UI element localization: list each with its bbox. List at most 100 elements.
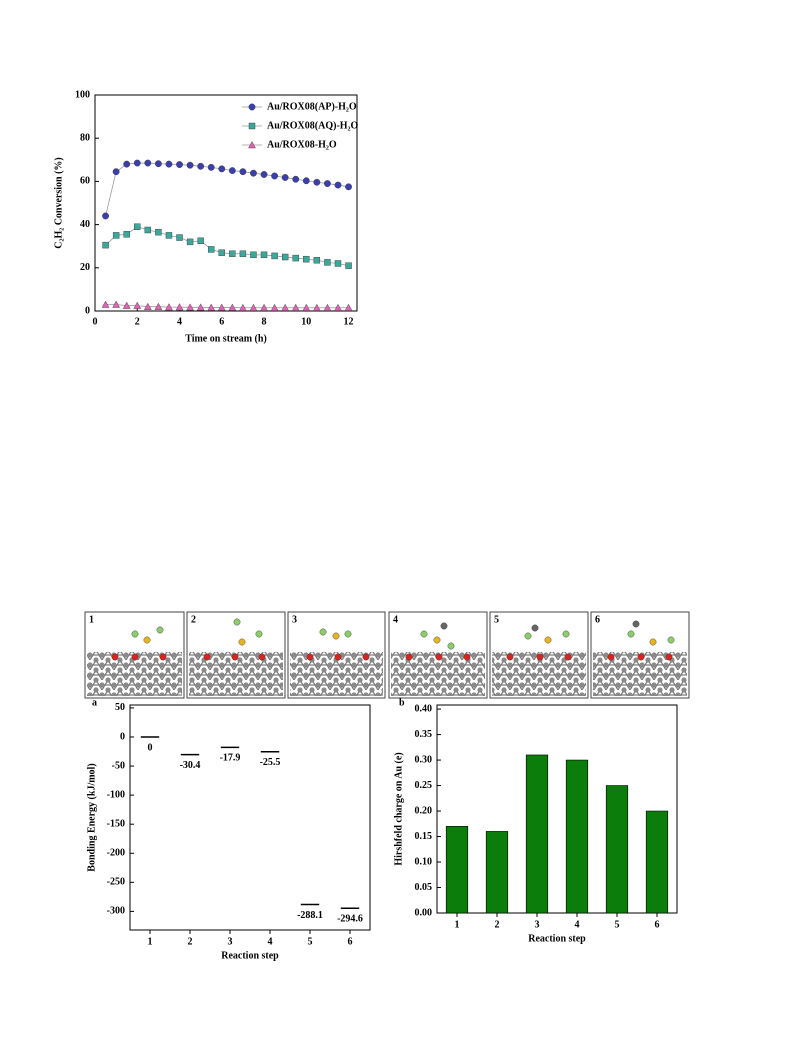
y-tick-label: 0.25 bbox=[415, 780, 433, 791]
atom bbox=[405, 653, 413, 661]
data-point bbox=[302, 177, 310, 185]
data-point bbox=[345, 262, 352, 269]
data-point bbox=[175, 303, 184, 311]
plot-frame bbox=[129, 704, 371, 931]
data-point bbox=[260, 303, 268, 311]
value-label: -17.9 bbox=[220, 753, 241, 764]
x-axis-title: Reaction step bbox=[528, 933, 586, 944]
atom bbox=[440, 622, 448, 630]
data-point bbox=[122, 301, 131, 309]
x-tick-label: 6 bbox=[348, 936, 353, 947]
value-label: -288.1 bbox=[297, 910, 323, 921]
x-tick-label: 6 bbox=[655, 919, 660, 930]
y-axis-title: C₂H₂ Conversion (%) bbox=[53, 157, 64, 249]
data-point bbox=[291, 303, 300, 311]
y-tick-label: 0.05 bbox=[415, 882, 433, 893]
y-tick-label: -150 bbox=[107, 818, 125, 829]
data-point bbox=[112, 168, 120, 176]
data-point bbox=[229, 250, 236, 257]
atom bbox=[637, 653, 645, 661]
data-point bbox=[271, 172, 278, 180]
data-point bbox=[292, 175, 300, 183]
x-tick-label: 10 bbox=[301, 316, 311, 327]
atom bbox=[231, 653, 239, 661]
legend-marker bbox=[248, 122, 256, 130]
data-point bbox=[133, 301, 142, 309]
y-tick-label: 0.00 bbox=[415, 907, 433, 918]
atom bbox=[319, 628, 327, 636]
y-tick-label: 0.30 bbox=[415, 754, 433, 765]
data-point bbox=[345, 183, 352, 191]
atom bbox=[306, 653, 314, 661]
structure-frame bbox=[186, 611, 286, 699]
y-tick-label: 0.20 bbox=[415, 805, 433, 816]
atom bbox=[649, 638, 657, 646]
x-tick-label: 5 bbox=[615, 919, 620, 930]
structure-panels: 1 2 3 4 5 6 bbox=[84, 611, 690, 699]
atom bbox=[433, 636, 441, 644]
data-point bbox=[208, 246, 215, 253]
data-point bbox=[207, 303, 216, 311]
atom bbox=[627, 630, 635, 638]
value-label: 0 bbox=[148, 742, 153, 753]
y-axis-title: Hirshfeld charge on Au (e) bbox=[393, 752, 404, 865]
atom bbox=[332, 632, 340, 640]
x-tick-label: 0 bbox=[93, 316, 98, 327]
atom bbox=[362, 653, 370, 661]
atom bbox=[233, 618, 241, 626]
series-line bbox=[105, 304, 349, 309]
panel-label: a bbox=[92, 697, 97, 708]
structure-label: 6 bbox=[595, 614, 600, 625]
atom bbox=[156, 626, 164, 634]
value-label: -30.4 bbox=[180, 760, 201, 771]
y-tick-label: -100 bbox=[107, 789, 125, 800]
y-tick-label: -250 bbox=[107, 877, 125, 888]
data-point bbox=[102, 241, 109, 249]
data-point bbox=[324, 180, 331, 187]
x-tick-label: 4 bbox=[268, 936, 273, 947]
x-axis-title: Time on stream (h) bbox=[185, 333, 267, 344]
x-tick-label: 2 bbox=[135, 316, 140, 327]
atom bbox=[447, 642, 455, 650]
legend-marker bbox=[248, 103, 256, 111]
atom bbox=[258, 653, 266, 661]
x-tick-label: 2 bbox=[495, 919, 500, 930]
y-axis-title: Bonding Energy (kJ/mol) bbox=[86, 763, 97, 871]
data-point bbox=[155, 228, 162, 236]
data-point bbox=[324, 259, 331, 266]
data-point bbox=[197, 237, 204, 245]
data-point bbox=[133, 159, 141, 167]
data-point bbox=[112, 232, 120, 239]
data-point bbox=[186, 238, 194, 246]
plot-frame bbox=[436, 704, 678, 914]
y-tick-label: 0.35 bbox=[415, 729, 433, 740]
data-point bbox=[123, 160, 131, 168]
data-point bbox=[302, 303, 311, 311]
data-point bbox=[281, 174, 289, 181]
x-tick-label: 2 bbox=[188, 936, 193, 947]
atom bbox=[131, 653, 139, 661]
panel-label: b bbox=[399, 697, 405, 708]
data-point bbox=[123, 231, 130, 238]
data-point bbox=[250, 251, 257, 259]
data-point bbox=[239, 168, 247, 176]
atom bbox=[564, 653, 572, 661]
structure-frame bbox=[84, 611, 185, 699]
data-point bbox=[271, 252, 278, 260]
x-tick-label: 1 bbox=[148, 936, 153, 947]
data-point bbox=[334, 181, 342, 189]
data-point bbox=[313, 257, 321, 264]
y-tick-label: 0.10 bbox=[415, 856, 433, 867]
atom bbox=[632, 620, 640, 628]
data-point bbox=[334, 303, 342, 311]
y-tick-label: 0.40 bbox=[415, 703, 433, 714]
data-point bbox=[228, 303, 237, 311]
atom bbox=[524, 632, 532, 640]
data-point bbox=[143, 302, 152, 310]
legend-marker bbox=[248, 141, 256, 149]
data-point bbox=[281, 303, 289, 311]
data-point bbox=[176, 234, 183, 241]
data-point bbox=[144, 159, 152, 167]
